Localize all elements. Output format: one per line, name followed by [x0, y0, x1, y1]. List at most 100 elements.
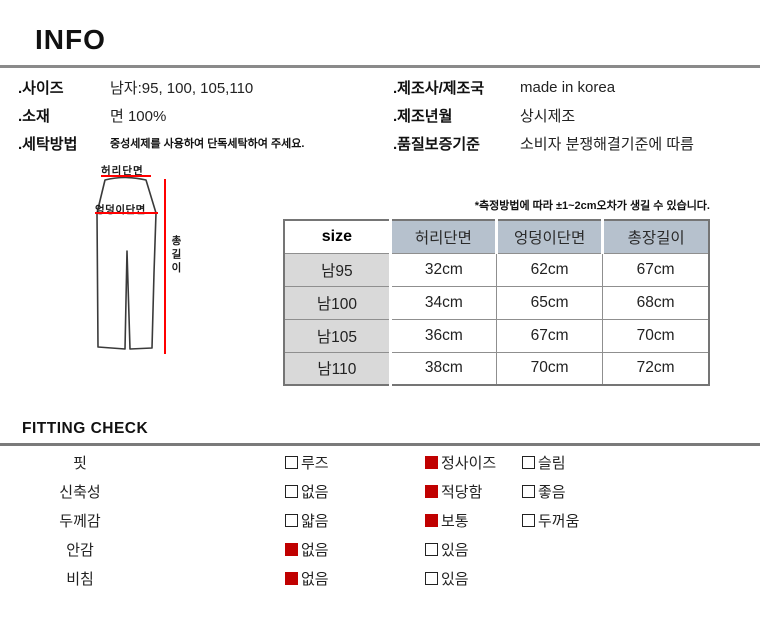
fitting-option: 슬림 [522, 449, 566, 478]
info-label: .제조사/제조국 [393, 79, 485, 97]
info-row-manufacturer: .제조사/제조국 made in korea [393, 73, 753, 101]
fitting-row-label: 신축성 [59, 484, 101, 501]
waist-cell: 34cm [389, 285, 498, 320]
length-cell: 67cm [602, 252, 710, 287]
fitting-option-label: 좋음 [538, 484, 566, 501]
checkbox-icon [285, 572, 298, 585]
fitting-option: 있음 [425, 536, 469, 565]
info-row-material: .소재 면 100% [18, 101, 378, 129]
header-divider [0, 65, 760, 68]
fitting-row-label: 비침 [66, 571, 94, 588]
pants-measurement-diagram: 허리단면 엉덩이단면 총길이 [85, 163, 187, 363]
table-row: 남110 38cm 70cm 72cm [283, 351, 710, 386]
info-label: .품질보증기준 [393, 135, 480, 153]
fitting-option-label: 있음 [441, 571, 469, 588]
table-header-row: size 허리단면 엉덩이단면 총장길이 [283, 219, 710, 254]
info-label: .제조년월 [393, 107, 453, 125]
checkbox-icon [425, 514, 438, 527]
info-column-left: .사이즈 남자:95, 100, 105,110 .소재 면 100% .세탁방… [18, 73, 378, 157]
page-title: INFO [35, 24, 106, 55]
waist-cell: 38cm [389, 351, 498, 386]
fitting-option-label: 있음 [441, 542, 469, 559]
info-value: 소비자 분쟁해결기준에 따름 [520, 135, 694, 153]
checkbox-icon [425, 572, 438, 585]
fitting-check-list: 핏 루즈 정사이즈 슬림 신축성 없음 적당함 좋음 두께감 얇음 보통 두꺼움… [0, 449, 760, 594]
info-label: .세탁방법 [18, 135, 78, 153]
fitting-row-lining: 안감 없음 있음 [0, 536, 760, 565]
waist-cell: 36cm [389, 318, 498, 353]
fitting-option-label: 루즈 [301, 455, 329, 472]
pants-outline-drawing [96, 176, 157, 350]
info-row-date: .제조년월 상시제조 [393, 101, 753, 129]
checkbox-icon [285, 456, 298, 469]
length-measure-label: 총길이 [170, 235, 182, 276]
fitting-option: 적당함 [425, 478, 482, 507]
hip-measure-label: 엉덩이단면 [95, 204, 146, 216]
info-value: made in korea [520, 78, 616, 96]
table-row: 남100 34cm 65cm 68cm [283, 285, 710, 320]
hip-cell: 65cm [495, 285, 604, 320]
info-value: 중성세제를 사용하여 단독세탁하여 주세요. [110, 138, 305, 150]
fitting-row-thickness: 두께감 얇음 보통 두꺼움 [0, 507, 760, 536]
hip-cell: 70cm [495, 351, 604, 386]
column-header-waist: 허리단면 [388, 219, 498, 254]
length-measure-line [164, 179, 166, 354]
size-cell: 남95 [283, 252, 392, 287]
fitting-option: 없음 [285, 478, 329, 507]
info-label: .소재 [18, 107, 50, 125]
fitting-row-label: 안감 [66, 542, 94, 559]
fitting-option-label: 없음 [301, 542, 329, 559]
fitting-option: 없음 [285, 565, 329, 594]
checkbox-icon [522, 456, 535, 469]
hip-measure-line [95, 212, 158, 214]
checkbox-icon [425, 485, 438, 498]
size-cell: 남105 [283, 318, 392, 353]
fitting-option: 두꺼움 [522, 507, 579, 536]
fitting-option-label: 없음 [301, 571, 329, 588]
size-chart-table: size 허리단면 엉덩이단면 총장길이 남95 32cm 62cm 67cm … [283, 219, 710, 386]
table-row: 남105 36cm 67cm 70cm [283, 318, 710, 353]
fitting-row-label: 두께감 [59, 513, 101, 530]
length-cell: 68cm [602, 285, 710, 320]
fitting-option: 루즈 [285, 449, 329, 478]
hip-cell: 67cm [495, 318, 604, 353]
fitting-option: 있음 [425, 565, 469, 594]
checkbox-icon [425, 543, 438, 556]
column-header-size: size [283, 219, 391, 254]
info-row-warranty: .품질보증기준 소비자 분쟁해결기준에 따름 [393, 129, 753, 157]
fitting-option: 보통 [425, 507, 469, 536]
info-row-size: .사이즈 남자:95, 100, 105,110 [18, 73, 378, 101]
fitting-option-label: 두꺼움 [538, 513, 580, 530]
column-header-length: 총장길이 [601, 219, 710, 254]
measurement-tolerance-note: *측정방법에 따라 ±1~2cm오차가 생길 수 있습니다. [474, 200, 710, 212]
info-column-right: .제조사/제조국 made in korea .제조년월 상시제조 .품질보증기… [393, 73, 753, 157]
waist-cell: 32cm [389, 252, 498, 287]
fitting-option: 없음 [285, 536, 329, 565]
fitting-row-sheerness: 비침 없음 있음 [0, 565, 760, 594]
fitting-check-divider [0, 443, 760, 446]
checkbox-icon [522, 485, 535, 498]
fitting-option-label: 없음 [301, 484, 329, 501]
info-label: .사이즈 [18, 79, 64, 97]
fitting-option-label: 적당함 [441, 484, 483, 501]
checkbox-icon [285, 543, 298, 556]
fitting-option-label: 보통 [441, 513, 469, 530]
fitting-option-label: 얇음 [301, 513, 329, 530]
fitting-row-stretch: 신축성 없음 적당함 좋음 [0, 478, 760, 507]
column-header-hip: 엉덩이단면 [494, 219, 604, 254]
fitting-option: 좋음 [522, 478, 566, 507]
fitting-option-label: 정사이즈 [441, 455, 497, 472]
table-row: 남95 32cm 62cm 67cm [283, 252, 710, 287]
fitting-check-title: FITTING CHECK [22, 420, 149, 437]
info-value: 남자:95, 100, 105,110 [110, 79, 254, 97]
fitting-row-fit: 핏 루즈 정사이즈 슬림 [0, 449, 760, 478]
checkbox-icon [425, 456, 438, 469]
fitting-row-label: 핏 [73, 455, 87, 472]
info-value: 상시제조 [520, 107, 576, 125]
checkbox-icon [285, 514, 298, 527]
waist-measure-label: 허리단면 [101, 165, 144, 177]
info-value: 면 100% [110, 107, 167, 125]
fitting-option-label: 슬림 [538, 455, 566, 472]
size-cell: 남100 [283, 285, 392, 320]
